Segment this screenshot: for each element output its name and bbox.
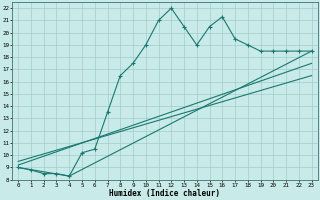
X-axis label: Humidex (Indice chaleur): Humidex (Indice chaleur): [109, 189, 220, 198]
